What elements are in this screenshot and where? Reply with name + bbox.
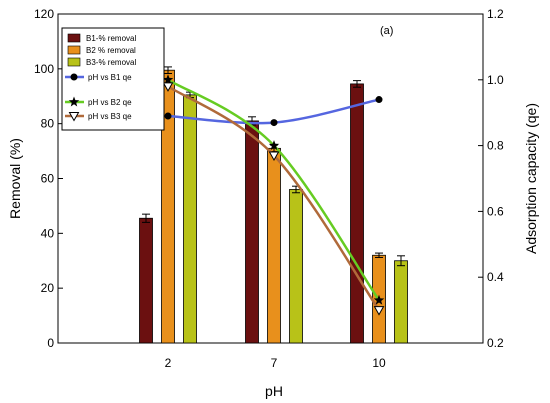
- line-marker: [373, 306, 385, 316]
- legend-label: B2 % removal: [86, 46, 136, 55]
- legend-label: pH vs B3 qe: [88, 112, 132, 121]
- y-tick-label: 0: [47, 336, 54, 350]
- y-tick-label: 60: [41, 172, 55, 186]
- y2-tick-label: 0.6: [487, 204, 504, 218]
- bar: [394, 260, 408, 344]
- y2-tick-label: 0.4: [487, 270, 504, 284]
- line-marker: [68, 112, 80, 122]
- legend-swatch: [67, 57, 81, 67]
- y-tick-label: 20: [41, 281, 55, 295]
- y-tick-label: 40: [41, 226, 55, 240]
- x-tick-label: 10: [372, 356, 386, 370]
- x-axis-title: pH: [265, 383, 283, 399]
- y2-tick-label: 1.2: [487, 7, 504, 21]
- line-marker: [375, 96, 383, 104]
- y-axis-title: Removal (%): [7, 138, 23, 219]
- legend-label: pH vs B1 qe: [88, 73, 132, 82]
- bar: [245, 120, 259, 344]
- x-tick-label: 7: [271, 356, 278, 370]
- line-marker: [70, 73, 78, 81]
- y-tick-label: 120: [34, 7, 54, 21]
- legend-label: B1-% removal: [86, 34, 136, 43]
- bar: [267, 147, 281, 344]
- bar: [183, 94, 197, 344]
- legend-box: [61, 27, 165, 131]
- legend-label: B3-% removal: [86, 58, 136, 67]
- y2-tick-label: 1.0: [487, 73, 504, 87]
- line-marker: [68, 96, 80, 107]
- bar: [350, 83, 364, 344]
- legend-label: pH vs B2 qe: [88, 98, 132, 107]
- bar: [139, 217, 153, 344]
- legend-swatch: [67, 45, 81, 55]
- line-marker: [268, 151, 280, 161]
- y2-axis-title: Adsorption capacity (qe): [523, 103, 539, 254]
- bar: [289, 189, 303, 344]
- y2-tick-label: 0.2: [487, 336, 504, 350]
- legend-swatch: [67, 33, 81, 43]
- line-marker: [373, 294, 385, 305]
- y-tick-label: 80: [41, 117, 55, 131]
- line-marker: [162, 82, 174, 92]
- panel-annotation: (a): [380, 25, 393, 37]
- line-marker: [164, 112, 172, 120]
- line-marker: [268, 140, 280, 151]
- y2-tick-label: 0.8: [487, 139, 504, 153]
- line-marker: [270, 119, 278, 127]
- line-marker: [162, 74, 174, 85]
- x-tick-label: 2: [165, 356, 172, 370]
- y-tick-label: 100: [34, 62, 54, 76]
